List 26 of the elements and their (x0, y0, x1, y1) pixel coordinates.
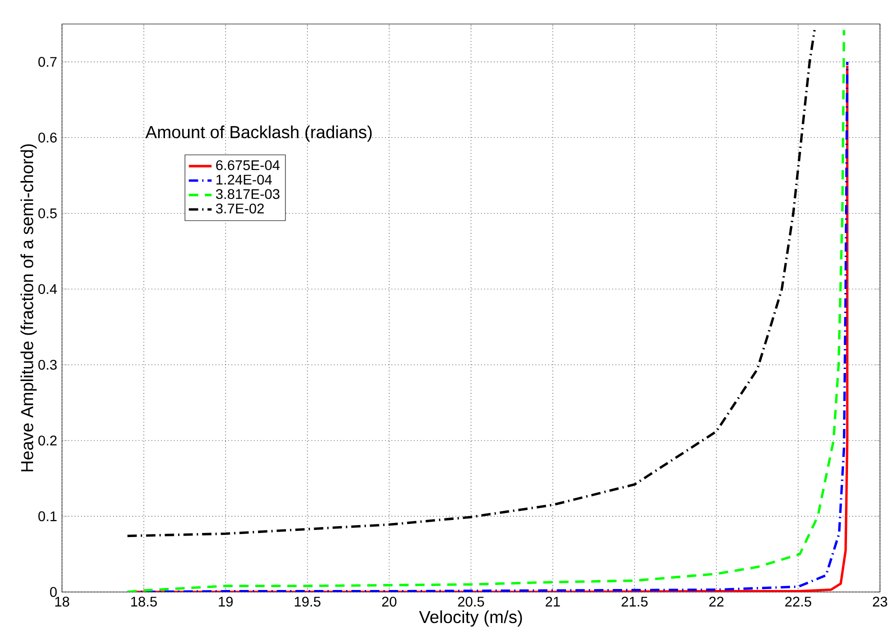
legend-label: 3.7E-02 (216, 204, 264, 214)
y-tick-label: 0.4 (38, 284, 57, 294)
x-tick-label: 23 (872, 596, 888, 607)
y-tick-label: 0 (50, 587, 57, 597)
y-tick-label: 0.2 (38, 436, 57, 446)
x-tick-label: 22.5 (785, 596, 812, 607)
x-tick-label: 18 (55, 596, 70, 607)
legend-label: 3.817E-03 (216, 189, 280, 200)
y-tick-label: 0.3 (38, 360, 57, 370)
x-tick-label: 19.5 (294, 596, 320, 607)
x-tick-label: 18.5 (131, 596, 157, 607)
legend-title: Amount of Backlash (radians) (145, 126, 372, 142)
x-tick-label: 21 (546, 596, 560, 606)
x-tick-label: 22 (709, 596, 724, 606)
y-tick-label: 0.6 (38, 132, 57, 143)
legend-label: 6.675E-04 (216, 160, 280, 170)
legend-label: 1.24E-04 (216, 174, 272, 185)
x-tick-label: 19 (218, 596, 233, 607)
y-tick-label: 0.7 (38, 56, 57, 67)
y-axis-title: Heave Amplitude (fraction of a semi-chord) (20, 144, 37, 472)
x-axis-title: Velocity (m/s) (419, 610, 522, 627)
y-tick-label: 0.5 (38, 208, 57, 218)
x-tick-label: 20 (382, 596, 396, 607)
x-tick-label: 21.5 (622, 596, 648, 607)
y-tick-label: 0.1 (38, 511, 57, 522)
x-tick-label: 20.5 (458, 596, 484, 607)
